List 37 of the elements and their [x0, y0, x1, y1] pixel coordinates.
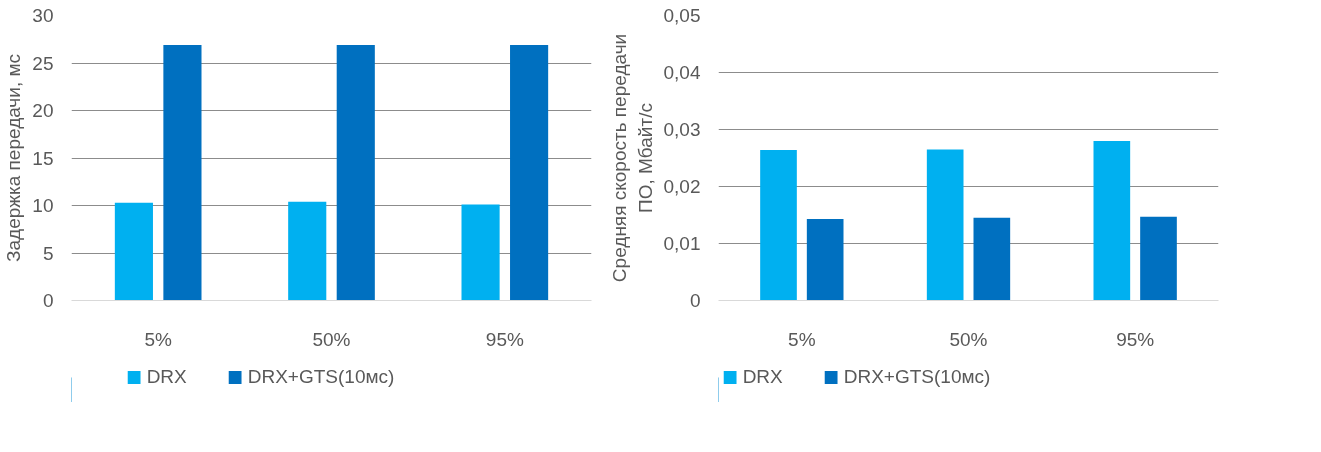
y-tick-label: 30 — [32, 5, 54, 26]
y-tick-label: 10 — [32, 195, 54, 216]
x-tick-label: 50% — [312, 328, 351, 350]
bar — [806, 218, 844, 301]
legend-label: DRX — [146, 366, 187, 388]
legend-label: DRX — [742, 366, 783, 388]
bar — [163, 44, 202, 301]
bar — [1140, 216, 1177, 301]
y-tick-label: 15 — [32, 147, 54, 169]
bar — [760, 150, 797, 301]
bar — [510, 44, 549, 301]
bar — [926, 149, 964, 301]
y-tick-label: 0,01 — [663, 233, 701, 254]
bar — [336, 44, 375, 301]
bar — [1093, 140, 1131, 301]
y-tick-label: 20 — [32, 100, 54, 121]
legend-label: DRX+GTS(10мс) — [843, 366, 991, 388]
y-axis-title: Средняя скорость передачи ПО, Мбайт/с — [609, 33, 656, 283]
x-tick-label: 5% — [144, 328, 172, 350]
bar — [461, 204, 500, 301]
y-tick-label: 5 — [42, 242, 54, 264]
x-tick-label: 5% — [788, 328, 816, 350]
y-tick-label: 25 — [32, 52, 54, 74]
bar — [114, 202, 153, 301]
y-tick-label: 0,02 — [663, 176, 701, 197]
bar — [973, 217, 1011, 301]
y-tick-label: 0,04 — [663, 62, 701, 83]
x-tick-label: 50% — [949, 328, 988, 350]
y-tick-label: 0 — [689, 290, 701, 311]
y-tick-label: 0,05 — [663, 5, 701, 26]
x-tick-label: 95% — [1116, 328, 1155, 350]
y-axis-title: Задержка передачи, мс — [3, 53, 25, 262]
legend-label: DRX+GTS(10мс) — [247, 366, 395, 388]
bar — [288, 201, 327, 301]
x-tick-label: 95% — [485, 328, 524, 350]
y-tick-label: 0,03 — [663, 119, 701, 140]
y-tick-label: 0 — [42, 290, 54, 311]
